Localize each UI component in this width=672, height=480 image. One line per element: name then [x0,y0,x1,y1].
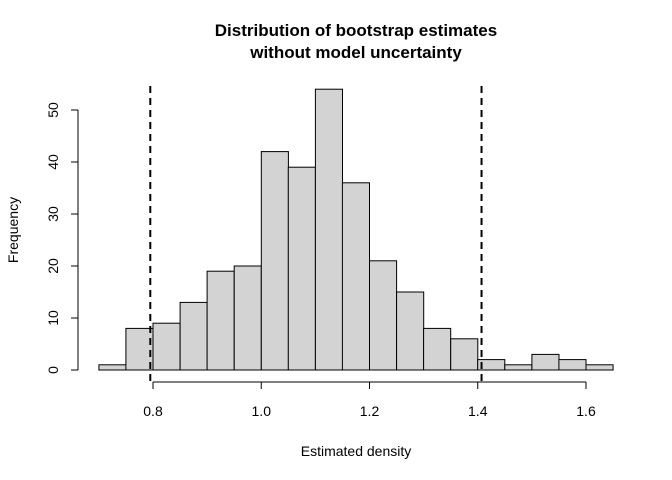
histogram-bar-19 [585,364,614,371]
x-axis-label: Estimated density [301,443,412,459]
histogram-bar-14 [450,338,479,371]
chart-title-line-1: Distribution of bootstrap estimates [215,21,497,40]
histogram-bar-5 [206,270,235,371]
x-tick-label: 1.6 [576,403,596,419]
histogram-bar-1 [98,364,127,371]
histogram-bar-11 [369,260,398,371]
histogram-bar-9 [314,88,343,371]
histogram-bar-7 [260,151,289,371]
y-tick-label: 30 [45,206,61,222]
histogram-bar-3 [152,322,181,371]
histogram-bar-6 [233,265,262,371]
x-tick-label: 0.8 [143,403,163,419]
y-tick-label: 20 [45,258,61,274]
histogram-bar-2 [125,327,154,371]
x-tick-label: 1.0 [252,403,272,419]
histogram-bar-12 [396,291,425,371]
histogram-bar-4 [179,301,208,371]
y-tick-label: 50 [45,102,61,118]
y-tick-label: 10 [45,310,61,326]
y-tick-label: 0 [45,366,61,374]
x-tick-label: 1.2 [360,403,380,419]
histogram-bar-10 [341,182,370,371]
reference-lines [149,86,483,382]
histogram-bar-18 [558,359,587,371]
chart-title-line-2: without model uncertainty [249,43,462,62]
histogram-bar-13 [423,327,452,371]
histogram-bar-16 [504,364,533,371]
histogram-bar-8 [287,166,316,371]
y-axis: 0 10 20 30 40 50 [45,102,79,374]
x-axis: 0.8 1.0 1.2 1.4 1.6 [143,381,596,419]
histogram-bar-17 [531,353,560,371]
y-axis-label: Frequency [5,197,21,263]
x-tick-label: 1.4 [468,403,488,419]
histogram-bars [98,88,614,371]
y-tick-label: 40 [45,154,61,170]
